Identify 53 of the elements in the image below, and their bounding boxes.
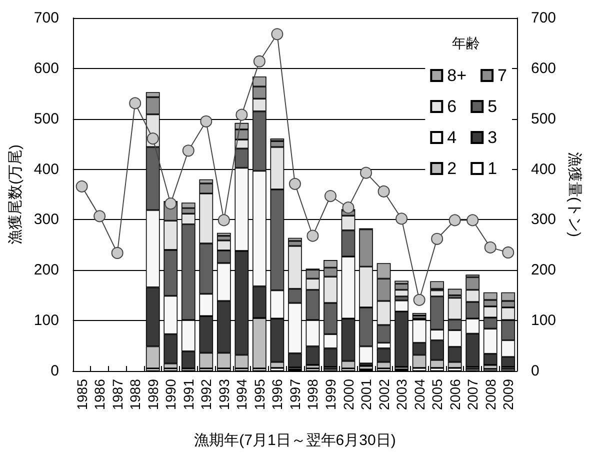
y-tick-label: 300 [34, 211, 59, 228]
x-tick-label: 2009 [500, 378, 516, 410]
x-tick-label: 2006 [446, 378, 463, 410]
y-tick-label: 700 [34, 10, 59, 26]
legend-label: 4 [447, 128, 457, 147]
legend-label: 7 [498, 66, 508, 85]
legend-title: 年齢 [452, 35, 480, 51]
y2-tick-label: 600 [531, 60, 556, 77]
x-tick-label: 2005 [429, 378, 446, 410]
x-tick-label: 1985 [74, 378, 90, 410]
y-axis-title: 漁獲尾数(万尾) [7, 144, 24, 244]
x-tick-label: 2001 [358, 378, 374, 410]
y2-tick-label: 100 [531, 312, 556, 330]
x-tick-label: 2000 [340, 378, 356, 410]
legend-label: 6 [447, 97, 457, 116]
legend-label: 5 [488, 97, 498, 116]
x-tick-label: 1988 [127, 378, 144, 410]
y-tick-label: 0 [50, 362, 59, 380]
x-tick-label: 1995 [251, 378, 268, 410]
y-tick-label: 200 [34, 262, 59, 279]
y-tick-label: 400 [34, 160, 59, 178]
y2-tick-label: 200 [531, 262, 556, 279]
x-tick-label: 1998 [304, 378, 321, 410]
x-tick-label: 2004 [411, 378, 428, 410]
y2-tick-label: 400 [531, 160, 556, 178]
x-tick-label: 2007 [464, 378, 481, 410]
x-tick-label: 1987 [109, 378, 126, 410]
x-axis-title: 漁期年(7月1日～翌年6月30日) [194, 432, 396, 449]
x-tick-label: 1994 [234, 378, 250, 410]
x-tick-label: 2002 [376, 378, 392, 410]
y2-tick-label: 700 [531, 10, 556, 26]
y2-tick-label: 300 [531, 211, 556, 228]
y-tick-label: 100 [34, 312, 59, 330]
x-tick-label: 1989 [144, 378, 161, 410]
x-tick-label: 2008 [482, 378, 498, 410]
y-tick-label: 600 [34, 60, 59, 77]
y2-tick-label: 500 [531, 110, 556, 128]
legend-label: 3 [488, 128, 498, 147]
x-tick-label: 1996 [269, 378, 286, 410]
legend-label: 8+ [447, 66, 467, 85]
x-tick-label: 1991 [180, 378, 196, 410]
y2-axis-title: 漁獲量(トン) [566, 152, 583, 237]
x-tick-label: 1999 [322, 378, 338, 410]
x-tick-label: 1997 [286, 378, 303, 410]
x-tick-label: 2003 [394, 378, 410, 410]
x-tick-label: 1992 [198, 378, 214, 410]
legend-label: 2 [447, 159, 457, 178]
y-tick-label: 500 [34, 110, 59, 128]
y2-tick-label: 0 [531, 362, 540, 380]
x-tick-label: 1993 [216, 378, 232, 410]
legend-label: 1 [488, 159, 498, 178]
x-tick-label: 1990 [162, 378, 179, 410]
x-tick-label: 1986 [92, 378, 108, 410]
